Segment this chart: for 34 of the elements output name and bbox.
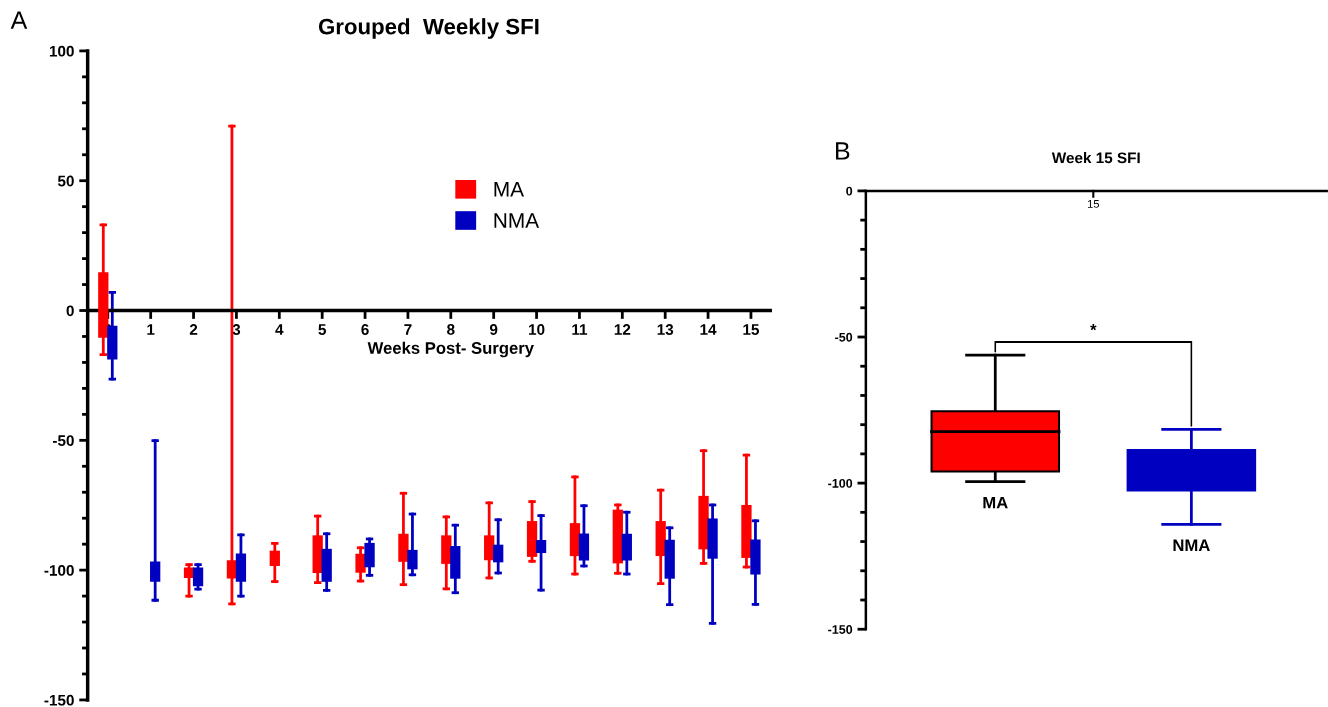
y-tick-label: -50 [52, 435, 74, 447]
x-tick-label: 1 [147, 324, 155, 335]
chart-title: Grouped Weekly SFI [318, 18, 539, 39]
y-tick-label: -50 [835, 332, 853, 342]
y-tick-label: 50 [57, 175, 74, 187]
x-tick-label: 11 [572, 324, 588, 335]
x-tick-label: 13 [657, 324, 674, 335]
text: A [10, 11, 28, 29]
x-axis-title: Weeks Post- Surgery [367, 341, 534, 358]
x-tick-label: 14 [700, 324, 717, 335]
chart-title: Week 15 SFI [1051, 152, 1140, 164]
text: B [836, 142, 850, 160]
x-tick-label: 9 [489, 324, 498, 335]
y-tick-label: -150 [828, 625, 853, 634]
y-tick-label: 0 [66, 305, 74, 317]
y-tick-label: 0 [846, 186, 853, 196]
annotation: * [1090, 324, 1097, 331]
y-tick-label: 100 [49, 45, 74, 57]
legend-label: NMA [494, 213, 540, 228]
annotation: 15 [1087, 200, 1100, 208]
x-tick-label: 12 [614, 324, 631, 335]
y-tick-label: -100 [44, 564, 74, 576]
x-tick-label: 7 [404, 324, 412, 335]
x-tick-label: 6 [361, 324, 369, 335]
x-tick-label: 3 [232, 324, 241, 335]
x-tick-label: 5 [318, 324, 326, 335]
x-tick-label: 10 [529, 324, 545, 335]
x-tick-label: 4 [275, 324, 284, 335]
legend-label: MA [494, 182, 525, 197]
y-tick-label: -100 [828, 478, 853, 488]
x-tick-label: 2 [189, 324, 198, 335]
x-tick-label: 8 [447, 324, 455, 335]
y-tick-label: -150 [44, 694, 74, 706]
x-tick-label: 15 [743, 324, 760, 335]
